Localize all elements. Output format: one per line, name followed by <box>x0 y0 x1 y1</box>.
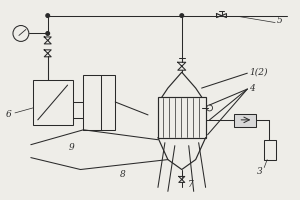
Text: 1(2): 1(2) <box>249 68 268 77</box>
Text: 5: 5 <box>277 16 283 25</box>
Text: 6: 6 <box>6 110 12 119</box>
Bar <box>33 80 73 125</box>
Circle shape <box>46 32 50 35</box>
Text: 4: 4 <box>249 84 255 93</box>
Circle shape <box>180 14 184 17</box>
Text: 3: 3 <box>257 167 263 176</box>
Bar <box>264 140 276 160</box>
Circle shape <box>46 14 50 17</box>
Text: 8: 8 <box>120 170 126 179</box>
Text: 9: 9 <box>69 143 74 152</box>
Bar <box>83 75 115 130</box>
Text: 7: 7 <box>188 180 194 189</box>
Bar <box>234 114 256 127</box>
Bar <box>158 97 206 138</box>
